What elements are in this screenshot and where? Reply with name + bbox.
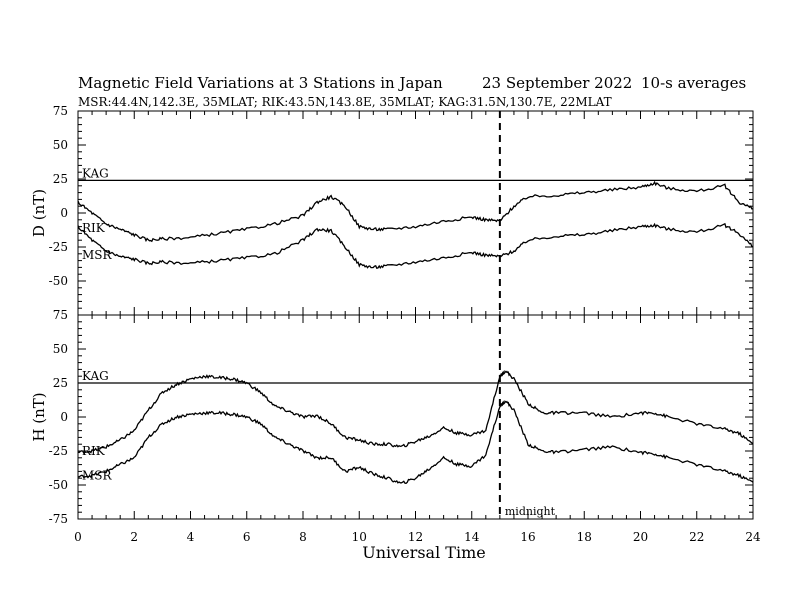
- xtick-label: 14: [464, 530, 480, 544]
- h-ytick-label: 50: [53, 342, 68, 356]
- h-ytick-label: 0: [60, 410, 68, 424]
- xtick-label: 4: [187, 530, 195, 544]
- h-ytick-label: 75: [53, 308, 68, 322]
- xtick-label: 2: [130, 530, 138, 544]
- d-axis-label: D (nT): [30, 189, 48, 237]
- xtick-label: 12: [408, 530, 423, 544]
- xtick-label: 18: [577, 530, 592, 544]
- h-ytick-label: 25: [53, 376, 68, 390]
- h-ytick-label: -50: [49, 478, 68, 492]
- h-series-rik: [77, 370, 754, 455]
- d-ytick-label: 25: [53, 172, 68, 186]
- xtick-label: 6: [243, 530, 251, 544]
- d-ytick-label: -25: [49, 240, 68, 254]
- xtick-label: 20: [633, 530, 648, 544]
- d-series-msr: [77, 222, 754, 269]
- x-axis-label: Universal Time: [362, 543, 485, 562]
- date-label: 23 September 2022: [482, 74, 632, 92]
- d-ytick-label: 0: [60, 206, 68, 220]
- h-series-label-msr: MSR: [82, 468, 113, 482]
- d-series-label-kag: KAG: [82, 166, 109, 180]
- h-series-label-kag: KAG: [82, 369, 109, 383]
- xtick-label: 8: [299, 530, 307, 544]
- xtick-label: 10: [352, 530, 367, 544]
- averaging-label: 10-s averages: [641, 74, 746, 92]
- d-series-label-msr: MSR: [82, 248, 113, 262]
- d-ytick-label: 75: [53, 104, 68, 118]
- xtick-label: 24: [745, 530, 761, 544]
- h-ytick-label: -25: [49, 444, 68, 458]
- chart-title: Magnetic Field Variations at 3 Stations …: [78, 74, 443, 92]
- xtick-label: 16: [520, 530, 535, 544]
- h-series-label-rik: RIK: [82, 444, 106, 458]
- d-ytick-label: -50: [49, 274, 68, 288]
- station-info: MSR:44.4N,142.3E, 35MLAT; RIK:43.5N,143.…: [78, 95, 612, 109]
- h-ytick-label: -75: [49, 512, 68, 526]
- plot-layer: 75 50 25 0 -25 -50 KAG RIK MSR 75 50 25 0 -25 -50 -75 KA…: [49, 104, 761, 544]
- midnight-label: midnight: [505, 505, 556, 518]
- xtick-label: 22: [689, 530, 704, 544]
- h-series-msr: [77, 400, 754, 484]
- d-series-rik: [77, 180, 753, 243]
- d-panel-frame: [77, 110, 754, 316]
- d-series-label-rik: RIK: [82, 221, 106, 235]
- d-ytick-label: 50: [53, 138, 68, 152]
- h-axis-label: H (nT): [30, 392, 48, 441]
- xtick-label: 0: [74, 530, 82, 544]
